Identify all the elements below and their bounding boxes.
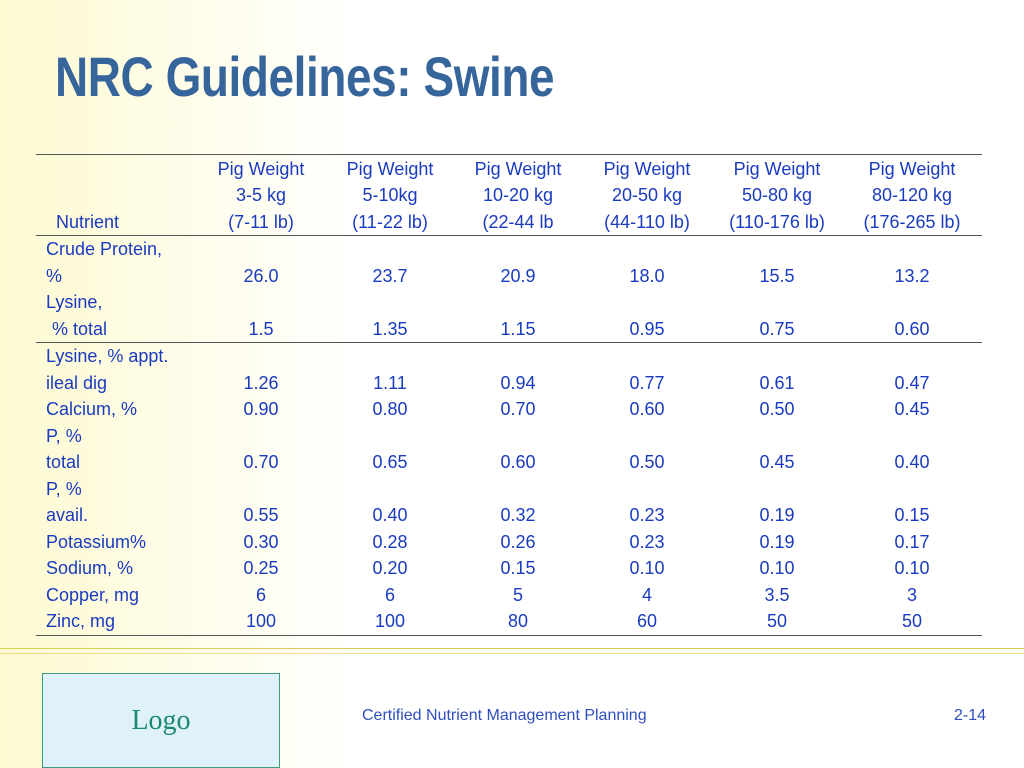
row-label: P, % total bbox=[46, 425, 82, 473]
row-label: Zinc, mg bbox=[36, 608, 196, 636]
table-row: P, % avail. 0.55 0.40 0.32 0.23 0.19 0.15 bbox=[36, 476, 982, 529]
footer-divider-2 bbox=[0, 653, 1024, 654]
table-cell: 0.15 bbox=[894, 505, 930, 525]
table-cell: 0.94 bbox=[500, 372, 536, 393]
table-cell: 0.75 bbox=[712, 289, 842, 343]
row-label: Calcium, % bbox=[46, 399, 138, 419]
table-cell: 23.7 bbox=[372, 265, 408, 286]
table-cell: 0.77 bbox=[629, 372, 665, 393]
table-cell: 0.10 bbox=[759, 558, 795, 578]
row-label: Sodium, % bbox=[46, 558, 134, 578]
row-label: Lysine, % appt. ileal dig bbox=[46, 346, 169, 393]
table-cell: 15.5 bbox=[759, 265, 795, 286]
table-cell: 0.19 bbox=[759, 531, 795, 552]
row-label: Crude Protein,% bbox=[46, 239, 163, 286]
table-row: Lysine,% total 1.5 1.35 1.15 0.95 0.75 0… bbox=[36, 289, 982, 343]
nutrient-table: Nutrient Pig Weight 3-5 kg (7-11 lb) Pig W… bbox=[36, 154, 982, 636]
page-number: 2-14 bbox=[953, 707, 986, 724]
table-cell: 3 bbox=[906, 584, 917, 605]
table-cell: 50 bbox=[712, 608, 842, 636]
table-row: Lysine, % appt. ileal dig 1.26 1.11 0.94 … bbox=[36, 343, 982, 397]
table-cell: 1.11 bbox=[373, 372, 407, 393]
table-cell: 0.47 bbox=[894, 372, 930, 393]
table-cell: 18.0 bbox=[629, 265, 665, 286]
table-cell: 26.0 bbox=[243, 265, 279, 286]
table-row: Calcium, % 0.90 0.80 0.70 0.60 0.50 0.45 bbox=[36, 396, 982, 423]
table-cell: 0.30 bbox=[243, 531, 279, 552]
table-cell: 0.61 bbox=[759, 372, 795, 393]
row-label: P, % avail. bbox=[46, 478, 89, 526]
table-cell: 1.35 bbox=[326, 289, 454, 343]
table-row: Copper, mg 6 6 5 4 3.5 3 bbox=[36, 582, 982, 609]
table-header-row: Nutrient Pig Weight 3-5 kg (7-11 lb) Pig W… bbox=[36, 154, 982, 236]
footer-divider bbox=[0, 648, 1024, 649]
table-cell: 0.32 bbox=[500, 505, 536, 525]
table-cell: 0.70 bbox=[243, 452, 279, 472]
table-cell: 1.15 bbox=[454, 289, 582, 343]
header-col-5: Pig Weight 50-80 kg (110-176 lb) bbox=[712, 154, 842, 236]
header-col-3: Pig Weight 10-20 kg (22-44 lb bbox=[454, 154, 582, 236]
footer-text: Certified Nutrient Management Planning bbox=[362, 707, 647, 724]
row-label: Lysine,% total bbox=[36, 289, 196, 343]
header-col-6: Pig Weight 80-120 kg (176-265 lb) bbox=[842, 154, 982, 236]
table-cell: 0.26 bbox=[500, 531, 536, 552]
table-cell: 0.90 bbox=[243, 399, 279, 419]
table-cell: 0.50 bbox=[759, 399, 795, 419]
table-cell: 6 bbox=[384, 584, 395, 605]
table-cell: 5 bbox=[512, 584, 523, 605]
logo-text: Logo bbox=[131, 704, 191, 736]
table-cell: 13.2 bbox=[894, 265, 930, 286]
table-row: Sodium, % 0.25 0.20 0.15 0.10 0.10 0.10 bbox=[36, 555, 982, 582]
table-cell: 60 bbox=[582, 608, 712, 636]
table-cell: 0.45 bbox=[759, 452, 795, 472]
table-cell: 0.15 bbox=[500, 558, 536, 578]
table-cell: 0.55 bbox=[243, 505, 279, 525]
header-col-1: Pig Weight 3-5 kg (7-11 lb) bbox=[196, 154, 326, 236]
table-cell: 0.20 bbox=[372, 558, 408, 578]
table-cell: 0.40 bbox=[894, 452, 930, 472]
table-cell: 4 bbox=[641, 584, 652, 605]
table-cell: 0.23 bbox=[629, 531, 665, 552]
table-cell: 0.28 bbox=[372, 531, 408, 552]
table-cell: 1.26 bbox=[243, 372, 279, 393]
table-cell: 80 bbox=[454, 608, 582, 636]
logo: Logo bbox=[42, 673, 280, 768]
table-cell: 3.5 bbox=[764, 584, 790, 605]
table-cell: 0.95 bbox=[582, 289, 712, 343]
table-cell: 0.50 bbox=[629, 452, 665, 472]
table-cell: 0.10 bbox=[629, 558, 665, 578]
table-cell: 0.45 bbox=[894, 399, 930, 419]
table-row: Crude Protein,% 26.0 23.7 20.9 18.0 15.5… bbox=[36, 236, 982, 290]
table-cell: 100 bbox=[326, 608, 454, 636]
header-col-4: Pig Weight 20-50 kg (44-110 lb) bbox=[582, 154, 712, 236]
table-cell: 50 bbox=[842, 608, 982, 636]
table-cell: 100 bbox=[196, 608, 326, 636]
table-cell: 0.23 bbox=[629, 505, 665, 525]
table-cell: 0.25 bbox=[243, 558, 279, 578]
table-cell: 0.65 bbox=[372, 452, 408, 472]
table-cell: 0.60 bbox=[842, 289, 982, 343]
table-cell: 0.10 bbox=[894, 558, 930, 578]
table-cell: 0.80 bbox=[372, 399, 408, 419]
table-cell: 20.9 bbox=[500, 265, 536, 286]
row-label: Copper, mg bbox=[46, 584, 140, 605]
row-label: Potassium% bbox=[46, 531, 147, 552]
table-cell: 0.40 bbox=[372, 505, 408, 525]
header-col-2: Pig Weight 5-10kg (11-22 lb) bbox=[326, 154, 454, 236]
table-row: Potassium% 0.30 0.28 0.26 0.23 0.19 0.17 bbox=[36, 529, 982, 556]
table-cell: 0.17 bbox=[894, 531, 930, 552]
header-nutrient: Nutrient bbox=[36, 154, 196, 236]
table-cell: 0.19 bbox=[759, 505, 795, 525]
table-cell: 0.70 bbox=[500, 399, 536, 419]
table-cell: 0.60 bbox=[629, 399, 665, 419]
table-cell: 0.60 bbox=[500, 452, 536, 472]
table-cell: 6 bbox=[255, 584, 266, 605]
table-cell: 1.5 bbox=[196, 289, 326, 343]
table-row: P, % total 0.70 0.65 0.60 0.50 0.45 0.40 bbox=[36, 423, 982, 476]
table-row: Zinc, mg 100 100 80 60 50 50 bbox=[36, 608, 982, 636]
slide-title: NRC Guidelines: Swine bbox=[55, 45, 555, 108]
